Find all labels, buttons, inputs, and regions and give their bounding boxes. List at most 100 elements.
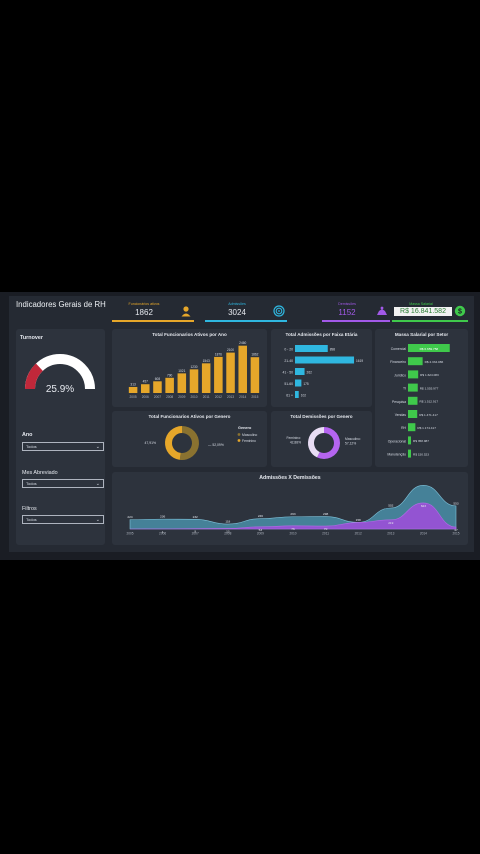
- bar-value-label: 1862: [251, 353, 258, 357]
- x-tick-label: 2005: [126, 532, 133, 536]
- filter-filtros-dropdown[interactable]: Todos ⌄: [22, 515, 104, 524]
- y-tick-label: 51-60: [284, 382, 293, 386]
- bar-value-label: R$ 358.987: [413, 439, 429, 443]
- kpi-label: Admissões: [228, 302, 246, 306]
- bar-value-label: 1021: [178, 369, 185, 373]
- bar-value-label: 2460: [239, 341, 246, 345]
- chevron-down-icon: ⌄: [95, 444, 100, 450]
- area-series: [129, 485, 457, 530]
- slice-label: 47,91%: [145, 441, 157, 445]
- x-tick-label: 2014: [420, 532, 427, 536]
- admissions-by-age-panel: Total Admissões por Faixa Etária 0 - 20 8…: [271, 329, 372, 407]
- kpi-admissoes: Admissões 3024: [205, 298, 287, 322]
- kpi-massa-salarial: Massa Salarial R$ 16.841.582 $: [392, 298, 468, 322]
- slice-label: — 52,09%: [208, 443, 224, 447]
- point-label: 118: [225, 520, 230, 524]
- x-tick-label: 2015: [251, 395, 258, 399]
- x-tick-label: 2013: [387, 532, 394, 536]
- y-tick-label: 21-40: [284, 359, 293, 363]
- bar-value-label: 457: [143, 380, 149, 384]
- filter-ano-dropdown[interactable]: Todos ⌄: [22, 442, 104, 451]
- point-label: 1: [162, 530, 164, 534]
- kpi-underline: [205, 320, 287, 322]
- active-by-gender-title: Total Funcionarios Ativos por Genero: [148, 414, 231, 419]
- bar-value-label: R$ 1.555.977: [420, 386, 439, 390]
- filter-mes-dropdown[interactable]: Todos ⌄: [22, 479, 104, 488]
- kpi-demissoes: Demissões 1152: [322, 298, 390, 322]
- x-tick-label: 2009: [257, 532, 264, 536]
- salary-by-sector-panel: Massa Salarial por Setor Comercial R$ 6.6…: [375, 329, 468, 467]
- area-series: [129, 502, 457, 530]
- y-tick-label: Manutenção: [387, 453, 406, 457]
- kpi-underline: [322, 320, 390, 322]
- bar-value-label: 1230: [190, 365, 197, 369]
- y-tick-label: Pesquisa: [392, 400, 406, 404]
- y-tick-label: 0 - 20: [284, 348, 293, 352]
- x-tick-label: 2008: [166, 395, 173, 399]
- page-title: Indicadores Gerais de RH: [16, 300, 106, 309]
- x-tick-label: 2010: [289, 532, 296, 536]
- point-label: 298: [323, 512, 328, 516]
- pie-slice: [165, 426, 182, 460]
- pie-slice: [308, 427, 324, 458]
- bar-value-label: 1619: [356, 359, 363, 363]
- dismissals-by-gender-panel: Total Demissões por Genero Feminino: 42,8…: [271, 411, 372, 467]
- x-tick-label: 2013: [227, 395, 234, 399]
- y-tick-label: Financeiro: [390, 360, 406, 364]
- bar: [295, 345, 328, 352]
- legend-entry: Feminino: [242, 439, 256, 443]
- x-tick-label: 2009: [178, 395, 185, 399]
- bar-value-label: R$ 1.174.417: [417, 426, 436, 430]
- bar: [201, 363, 211, 393]
- slice-label: 42,88%: [290, 441, 301, 445]
- kpi-value: R$ 16.841.582: [394, 307, 452, 316]
- point-label: 553: [453, 501, 458, 505]
- admissions-by-age-title: Total Admissões por Faixa Etária: [285, 332, 358, 337]
- active-by-gender-chart: 47,91% — 52,09% Genero Masculino Feminino: [145, 426, 257, 460]
- x-tick-label: 2011: [203, 395, 210, 399]
- salary-by-sector-title: Massa Salarial por Setor: [394, 332, 449, 337]
- admissions-vs-dismissals-title: Admissões X Demissões: [259, 475, 321, 481]
- bar: [408, 449, 411, 458]
- kpi-label: Funcionários ativos: [128, 302, 160, 306]
- person-icon: [181, 306, 191, 317]
- x-tick-label: 2006: [142, 395, 149, 399]
- bar: [214, 356, 223, 393]
- kpi-value: 3024: [228, 308, 246, 317]
- kpi-value: 1862: [135, 308, 153, 317]
- bar-value-label: 898: [330, 348, 336, 352]
- legend-swatch: [237, 439, 241, 442]
- turnover-title: Turnover: [20, 335, 43, 341]
- kpi-label: Massa Salarial: [409, 302, 433, 306]
- admissions-vs-dismissals-panel: Admissões X Demissões 224 236 232 118 246 293…: [112, 472, 468, 545]
- point-label: 236: [160, 515, 165, 519]
- kpi-underline: [112, 320, 194, 322]
- bar: [153, 381, 162, 393]
- bar-value-label: R$ 1.512.917: [419, 400, 438, 404]
- x-tick-label: 2012: [215, 395, 222, 399]
- point-label: 293: [290, 512, 295, 516]
- active-by-gender-panel: Total Funcionarios Ativos por Genero 47,…: [112, 411, 267, 467]
- bar-value-label: 175: [303, 382, 309, 386]
- y-tick-label: 61 +: [286, 394, 293, 398]
- bar-value-label: 262: [307, 371, 313, 375]
- filter-ano-value: Todos: [26, 444, 37, 449]
- point-label: 232: [193, 515, 198, 519]
- x-tick-label: 2012: [355, 532, 362, 536]
- filter-label-mes: Mes Abreviado: [22, 470, 58, 476]
- slice-label: Masculino:: [345, 437, 361, 441]
- bar: [295, 356, 355, 364]
- bar: [177, 373, 187, 393]
- y-tick-label: Comercial: [391, 347, 407, 351]
- point-label: 13: [226, 529, 230, 533]
- active-by-year-title: Total Funcionarios Ativos por Ano: [152, 332, 227, 337]
- slice-label: Feminino:: [287, 436, 302, 440]
- bar: [295, 368, 305, 375]
- bar: [189, 369, 199, 393]
- target-icon: [273, 305, 285, 317]
- bar-value-label: R$ 1.624.083: [420, 373, 439, 377]
- bar: [408, 396, 418, 405]
- admissions-vs-dismissals-chart: 224 236 232 118 246 293 298 158 502 553 1 9 13 53 76 70…: [126, 485, 460, 536]
- turnover-panel: Turnover 25.9% Ano Todos ⌄ Mes Abreviado…: [16, 329, 105, 545]
- x-tick-label: 2007: [154, 395, 161, 399]
